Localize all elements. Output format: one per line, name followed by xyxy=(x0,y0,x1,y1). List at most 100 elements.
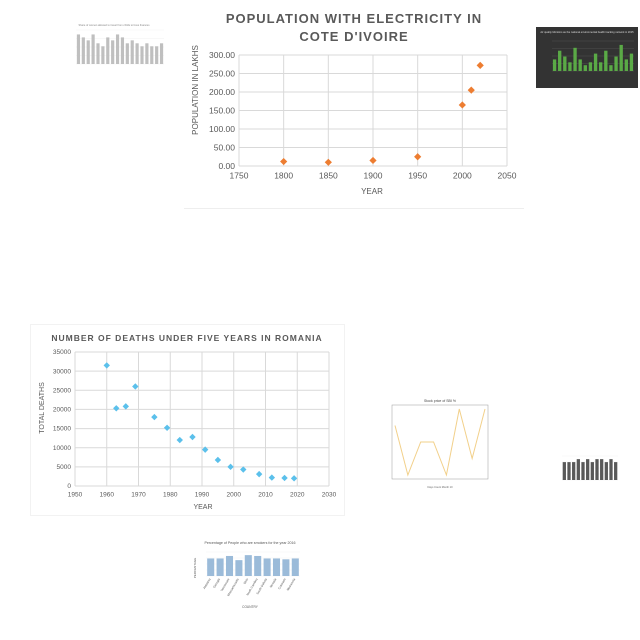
electricity-chart-title-line1: POPULATION WITH ELECTRICITY IN xyxy=(226,11,482,26)
thumb-smokers-ylabel: PERCENTAGE xyxy=(193,558,197,578)
thumb-grey-bar xyxy=(145,43,149,64)
thumb-smokers-bar xyxy=(216,558,224,576)
thumb-dark-bar xyxy=(562,462,566,480)
thumb-stock-line-chart: Stock price of SBI % Days Count Month 10 xyxy=(366,395,494,491)
thumb-air-quality-chart: Air quality Monitors as the national env… xyxy=(536,27,638,88)
thumb-dark-bar xyxy=(586,459,590,480)
thumb-grey-bar xyxy=(155,46,159,64)
thumb-air-bar xyxy=(629,53,634,71)
romania-point xyxy=(268,474,276,481)
romania-point xyxy=(132,383,139,390)
thumb-smokers-bar xyxy=(291,558,299,576)
thumb-grey-bar xyxy=(125,43,129,64)
thumb-grey-bar xyxy=(135,43,139,64)
romania-x-tick: 2030 xyxy=(322,492,337,499)
thumb-grey-bar xyxy=(91,34,95,64)
thumb-air-bar xyxy=(568,62,572,71)
thumb-smokers-category-label: Nevada xyxy=(269,577,278,588)
electricity-chart-panel: POPULATION WITH ELECTRICITY IN COTE D'IV… xyxy=(184,2,524,209)
romania-point xyxy=(189,433,196,441)
electricity-point xyxy=(324,158,332,166)
electricity-x-tick: 1850 xyxy=(319,171,338,181)
romania-point xyxy=(176,436,183,444)
thumb-smokers-category-label: Colorado xyxy=(277,577,287,590)
thumb-grey-title: Share of women allowed to travel from ch… xyxy=(78,23,150,27)
romania-y-tick: 0 xyxy=(67,483,71,490)
romania-x-tick: 1960 xyxy=(100,492,115,499)
thumb-smokers-bar xyxy=(207,558,215,576)
thumb-air-bar xyxy=(599,62,603,71)
thumb-grey-bar xyxy=(86,40,90,64)
thumb-air-bar xyxy=(583,65,587,71)
electricity-x-tick: 2050 xyxy=(498,171,517,181)
electricity-chart-title-line2: COTE D'IVOIRE xyxy=(299,29,408,44)
romania-point xyxy=(113,405,120,412)
romania-point xyxy=(214,456,222,464)
thumb-air-title: Air quality Monitors as the national env… xyxy=(540,30,634,34)
electricity-x-axis-label: YEAR xyxy=(361,187,383,196)
thumb-smokers-chart: Percentage of People who are smokers for… xyxy=(190,536,302,610)
thumb-air-bar xyxy=(604,50,608,71)
thumb-smokers-bar xyxy=(244,555,252,576)
thumb-smokers-bar xyxy=(263,558,271,576)
romania-point xyxy=(103,362,110,369)
thumb-air-bar xyxy=(573,47,577,71)
thumb-stock-line-svg: Stock price of SBI % Days Count Month 10 xyxy=(391,399,489,489)
thumb-smokers-category-label: Georgia xyxy=(212,577,221,589)
thumb-grey-bar xyxy=(115,34,120,64)
electricity-y-tick: 300.00 xyxy=(209,50,235,60)
thumb-grey-bar xyxy=(120,37,125,64)
electricity-y-tick: 250.00 xyxy=(209,68,235,78)
romania-y-tick: 15000 xyxy=(53,426,71,433)
romania-point xyxy=(281,474,288,482)
electricity-y-tick: 200.00 xyxy=(209,87,235,97)
thumb-air-bar xyxy=(558,50,562,71)
thumb-line-xlabel: Days Count Month 10 xyxy=(427,485,453,489)
electricity-grid xyxy=(238,54,508,167)
thumb-smokers-category-label: Minnesota xyxy=(286,577,297,591)
thumb-grey-bar xyxy=(81,37,85,64)
electricity-x-tick: 1800 xyxy=(274,171,293,181)
electricity-x-tick: 2000 xyxy=(453,171,472,181)
romania-point xyxy=(255,470,263,478)
thumb-smokers-bar xyxy=(254,555,262,576)
electricity-y-tick: 0.00 xyxy=(218,161,235,171)
thumb-dark-bars-chart xyxy=(556,448,622,484)
thumb-grey-bar xyxy=(130,40,134,64)
electricity-point xyxy=(369,156,377,165)
romania-point xyxy=(201,446,209,453)
thumb-dark-bar xyxy=(600,459,604,480)
romania-x-tick: 1980 xyxy=(163,492,178,499)
thumb-line-series xyxy=(394,408,486,477)
thumb-air-bar xyxy=(552,59,557,71)
thumb-dark-bar xyxy=(604,462,608,480)
thumb-air-bar xyxy=(588,62,593,71)
electricity-y-tick: 100.00 xyxy=(209,124,235,134)
thumb-grey-bar xyxy=(150,46,154,64)
romania-y-tick: 35000 xyxy=(53,349,71,356)
electricity-point xyxy=(280,157,288,166)
thumb-grey-bar xyxy=(159,43,164,64)
thumb-dark-bar xyxy=(567,462,571,480)
thumb-dark-bars-svg xyxy=(562,455,618,481)
thumb-dark-bar xyxy=(609,459,613,480)
electricity-chart-svg: POPULATION WITH ELECTRICITY IN COTE D'IV… xyxy=(191,11,517,196)
thumb-air-bar xyxy=(619,44,623,71)
romania-y-tick: 20000 xyxy=(53,407,71,414)
romania-y-axis-label: TOTAL DEATHS xyxy=(39,382,46,434)
thumb-air-bar xyxy=(578,59,582,71)
thumb-air-bar xyxy=(593,53,598,71)
thumb-dark-bar xyxy=(581,462,585,480)
romania-x-axis-label: YEAR xyxy=(193,504,212,511)
electricity-point xyxy=(458,101,466,109)
romania-chart-title: NUMBER OF DEATHS UNDER FIVE YEARS IN ROM… xyxy=(51,333,322,343)
romania-y-tick: 25000 xyxy=(53,387,71,394)
romania-point xyxy=(290,475,298,482)
electricity-y-tick: 150.00 xyxy=(209,105,235,115)
thumb-grey-bar xyxy=(101,46,105,64)
thumb-grey-bar xyxy=(140,46,144,64)
romania-point xyxy=(122,403,129,410)
romania-x-tick: 1970 xyxy=(131,492,146,499)
thumb-air-bar xyxy=(624,59,628,71)
thumb-grey-bar xyxy=(106,37,110,64)
